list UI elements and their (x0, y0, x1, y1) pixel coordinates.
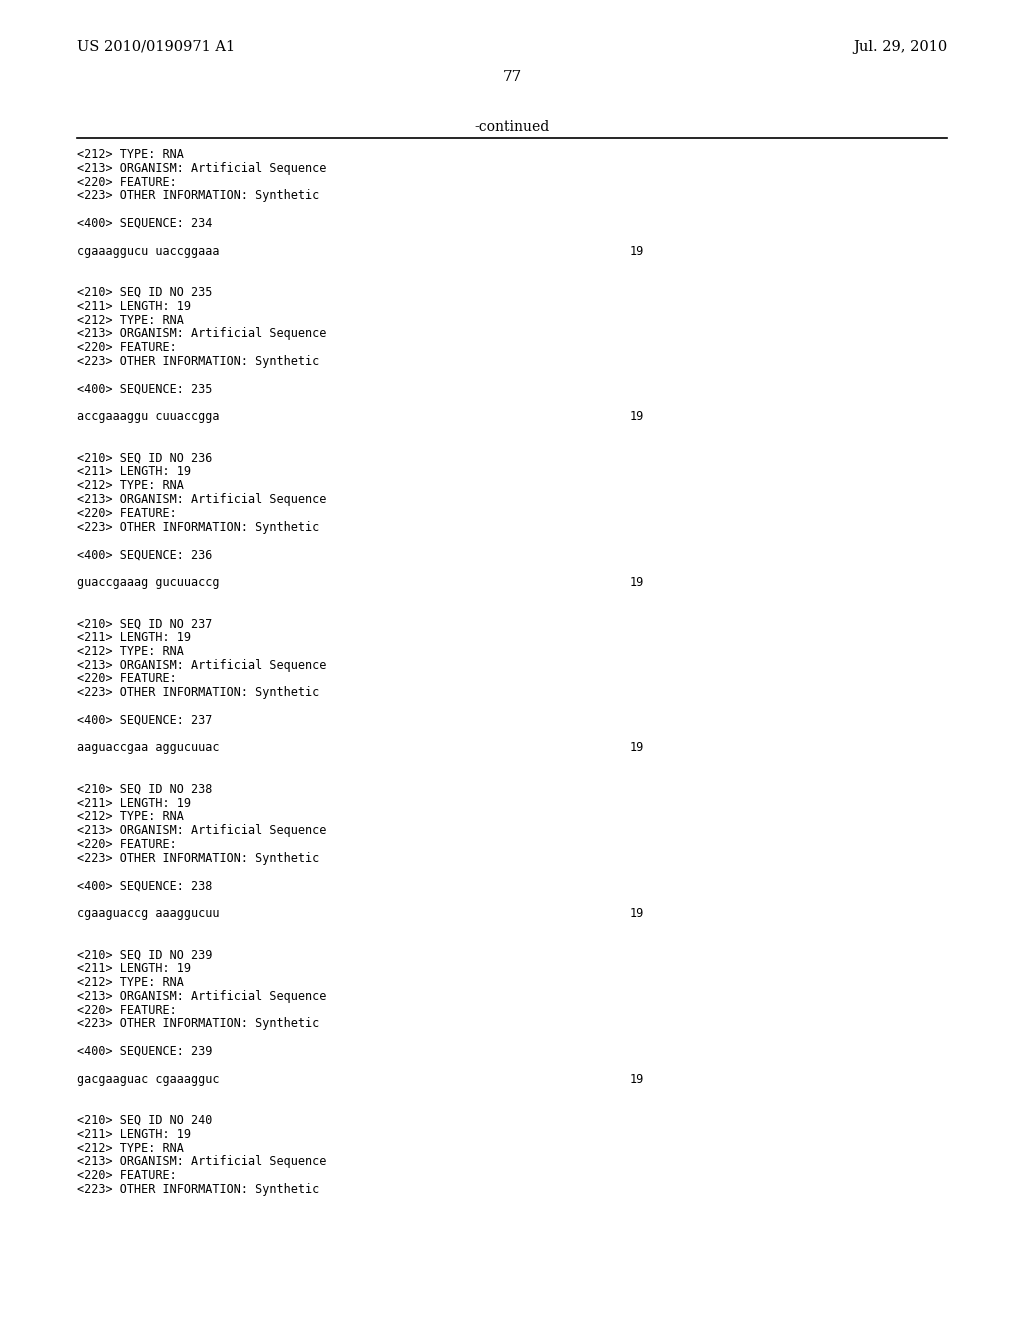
Text: <210> SEQ ID NO 235: <210> SEQ ID NO 235 (77, 286, 212, 300)
Text: <210> SEQ ID NO 240: <210> SEQ ID NO 240 (77, 1114, 212, 1127)
Text: <223> OTHER INFORMATION: Synthetic: <223> OTHER INFORMATION: Synthetic (77, 1183, 319, 1196)
Text: <220> FEATURE:: <220> FEATURE: (77, 1170, 177, 1183)
Text: 19: 19 (630, 1073, 644, 1085)
Text: 19: 19 (630, 576, 644, 589)
Text: <213> ORGANISM: Artificial Sequence: <213> ORGANISM: Artificial Sequence (77, 824, 327, 837)
Text: <400> SEQUENCE: 235: <400> SEQUENCE: 235 (77, 383, 212, 396)
Text: <210> SEQ ID NO 236: <210> SEQ ID NO 236 (77, 451, 212, 465)
Text: <213> ORGANISM: Artificial Sequence: <213> ORGANISM: Artificial Sequence (77, 327, 327, 341)
Text: <220> FEATURE:: <220> FEATURE: (77, 176, 177, 189)
Text: <223> OTHER INFORMATION: Synthetic: <223> OTHER INFORMATION: Synthetic (77, 1018, 319, 1031)
Text: <223> OTHER INFORMATION: Synthetic: <223> OTHER INFORMATION: Synthetic (77, 355, 319, 368)
Text: <210> SEQ ID NO 239: <210> SEQ ID NO 239 (77, 948, 212, 961)
Text: <220> FEATURE:: <220> FEATURE: (77, 672, 177, 685)
Text: <211> LENGTH: 19: <211> LENGTH: 19 (77, 796, 191, 809)
Text: <212> TYPE: RNA: <212> TYPE: RNA (77, 148, 184, 161)
Text: <213> ORGANISM: Artificial Sequence: <213> ORGANISM: Artificial Sequence (77, 492, 327, 506)
Text: Jul. 29, 2010: Jul. 29, 2010 (853, 40, 947, 54)
Text: <210> SEQ ID NO 237: <210> SEQ ID NO 237 (77, 618, 212, 630)
Text: <223> OTHER INFORMATION: Synthetic: <223> OTHER INFORMATION: Synthetic (77, 189, 319, 202)
Text: <213> ORGANISM: Artificial Sequence: <213> ORGANISM: Artificial Sequence (77, 659, 327, 672)
Text: -continued: -continued (474, 120, 550, 135)
Text: <220> FEATURE:: <220> FEATURE: (77, 507, 177, 520)
Text: 19: 19 (630, 411, 644, 424)
Text: <213> ORGANISM: Artificial Sequence: <213> ORGANISM: Artificial Sequence (77, 990, 327, 1003)
Text: <400> SEQUENCE: 234: <400> SEQUENCE: 234 (77, 216, 212, 230)
Text: <212> TYPE: RNA: <212> TYPE: RNA (77, 644, 184, 657)
Text: 19: 19 (630, 907, 644, 920)
Text: <400> SEQUENCE: 236: <400> SEQUENCE: 236 (77, 548, 212, 561)
Text: gacgaaguac cgaaagguc: gacgaaguac cgaaagguc (77, 1073, 219, 1085)
Text: <211> LENGTH: 19: <211> LENGTH: 19 (77, 466, 191, 478)
Text: <212> TYPE: RNA: <212> TYPE: RNA (77, 975, 184, 989)
Text: <223> OTHER INFORMATION: Synthetic: <223> OTHER INFORMATION: Synthetic (77, 520, 319, 533)
Text: <220> FEATURE:: <220> FEATURE: (77, 838, 177, 851)
Text: <212> TYPE: RNA: <212> TYPE: RNA (77, 810, 184, 824)
Text: aaguaccgaa aggucuuac: aaguaccgaa aggucuuac (77, 742, 219, 755)
Text: <212> TYPE: RNA: <212> TYPE: RNA (77, 314, 184, 326)
Text: <211> LENGTH: 19: <211> LENGTH: 19 (77, 300, 191, 313)
Text: accgaaaggu cuuaccgga: accgaaaggu cuuaccgga (77, 411, 219, 424)
Text: <220> FEATURE:: <220> FEATURE: (77, 341, 177, 354)
Text: cgaaaggucu uaccggaaa: cgaaaggucu uaccggaaa (77, 244, 219, 257)
Text: <210> SEQ ID NO 238: <210> SEQ ID NO 238 (77, 783, 212, 796)
Text: <211> LENGTH: 19: <211> LENGTH: 19 (77, 962, 191, 975)
Text: 19: 19 (630, 244, 644, 257)
Text: <213> ORGANISM: Artificial Sequence: <213> ORGANISM: Artificial Sequence (77, 1155, 327, 1168)
Text: <212> TYPE: RNA: <212> TYPE: RNA (77, 479, 184, 492)
Text: <212> TYPE: RNA: <212> TYPE: RNA (77, 1142, 184, 1155)
Text: 77: 77 (503, 70, 521, 84)
Text: cgaaguaccg aaaggucuu: cgaaguaccg aaaggucuu (77, 907, 219, 920)
Text: 19: 19 (630, 742, 644, 755)
Text: guaccgaaag gucuuaccg: guaccgaaag gucuuaccg (77, 576, 219, 589)
Text: US 2010/0190971 A1: US 2010/0190971 A1 (77, 40, 236, 54)
Text: <400> SEQUENCE: 238: <400> SEQUENCE: 238 (77, 879, 212, 892)
Text: <213> ORGANISM: Artificial Sequence: <213> ORGANISM: Artificial Sequence (77, 162, 327, 174)
Text: <211> LENGTH: 19: <211> LENGTH: 19 (77, 1127, 191, 1140)
Text: <400> SEQUENCE: 237: <400> SEQUENCE: 237 (77, 714, 212, 727)
Text: <223> OTHER INFORMATION: Synthetic: <223> OTHER INFORMATION: Synthetic (77, 851, 319, 865)
Text: <223> OTHER INFORMATION: Synthetic: <223> OTHER INFORMATION: Synthetic (77, 686, 319, 700)
Text: <400> SEQUENCE: 239: <400> SEQUENCE: 239 (77, 1045, 212, 1059)
Text: <220> FEATURE:: <220> FEATURE: (77, 1003, 177, 1016)
Text: <211> LENGTH: 19: <211> LENGTH: 19 (77, 631, 191, 644)
